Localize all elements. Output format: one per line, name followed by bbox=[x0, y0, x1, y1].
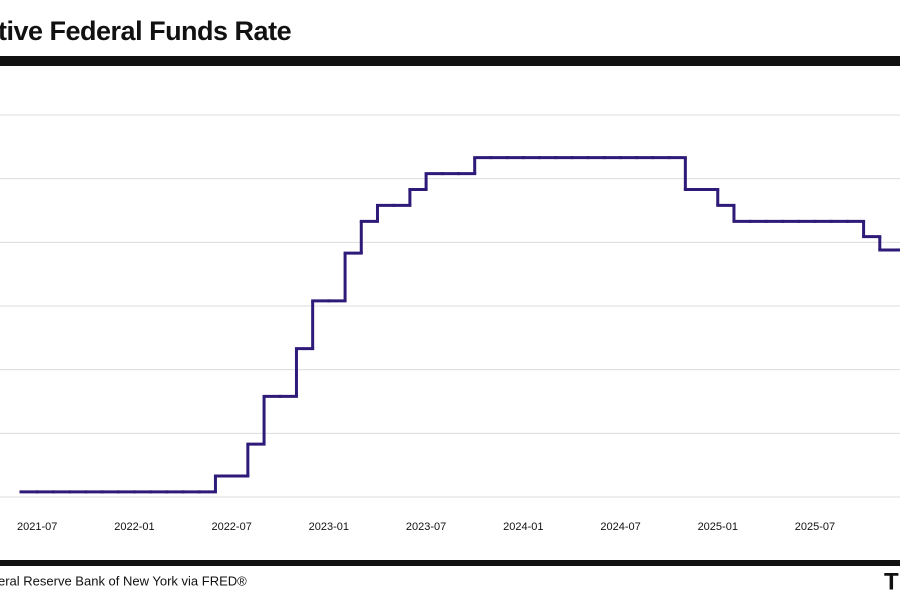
header-rule bbox=[0, 56, 900, 66]
x-tick-label: 2022-01 bbox=[114, 521, 154, 533]
source-note: eral Reserve Bank of New York via FRED® bbox=[0, 573, 247, 588]
x-tick-label: 2025-07 bbox=[795, 521, 835, 533]
x-tick-label: 2024-01 bbox=[503, 521, 543, 533]
x-tick-label: 2022-07 bbox=[211, 521, 251, 533]
x-tick-label: 2021-07 bbox=[17, 521, 57, 533]
x-tick-label: 2024-07 bbox=[600, 521, 640, 533]
logo: TI bbox=[884, 568, 900, 595]
footer-rule bbox=[0, 560, 900, 566]
x-tick-label: 2025-01 bbox=[698, 521, 738, 533]
x-tick-label: 2023-07 bbox=[406, 521, 446, 533]
x-tick-label: 2023-01 bbox=[309, 521, 349, 533]
chart-title: tive Federal Funds Rate bbox=[0, 16, 292, 46]
